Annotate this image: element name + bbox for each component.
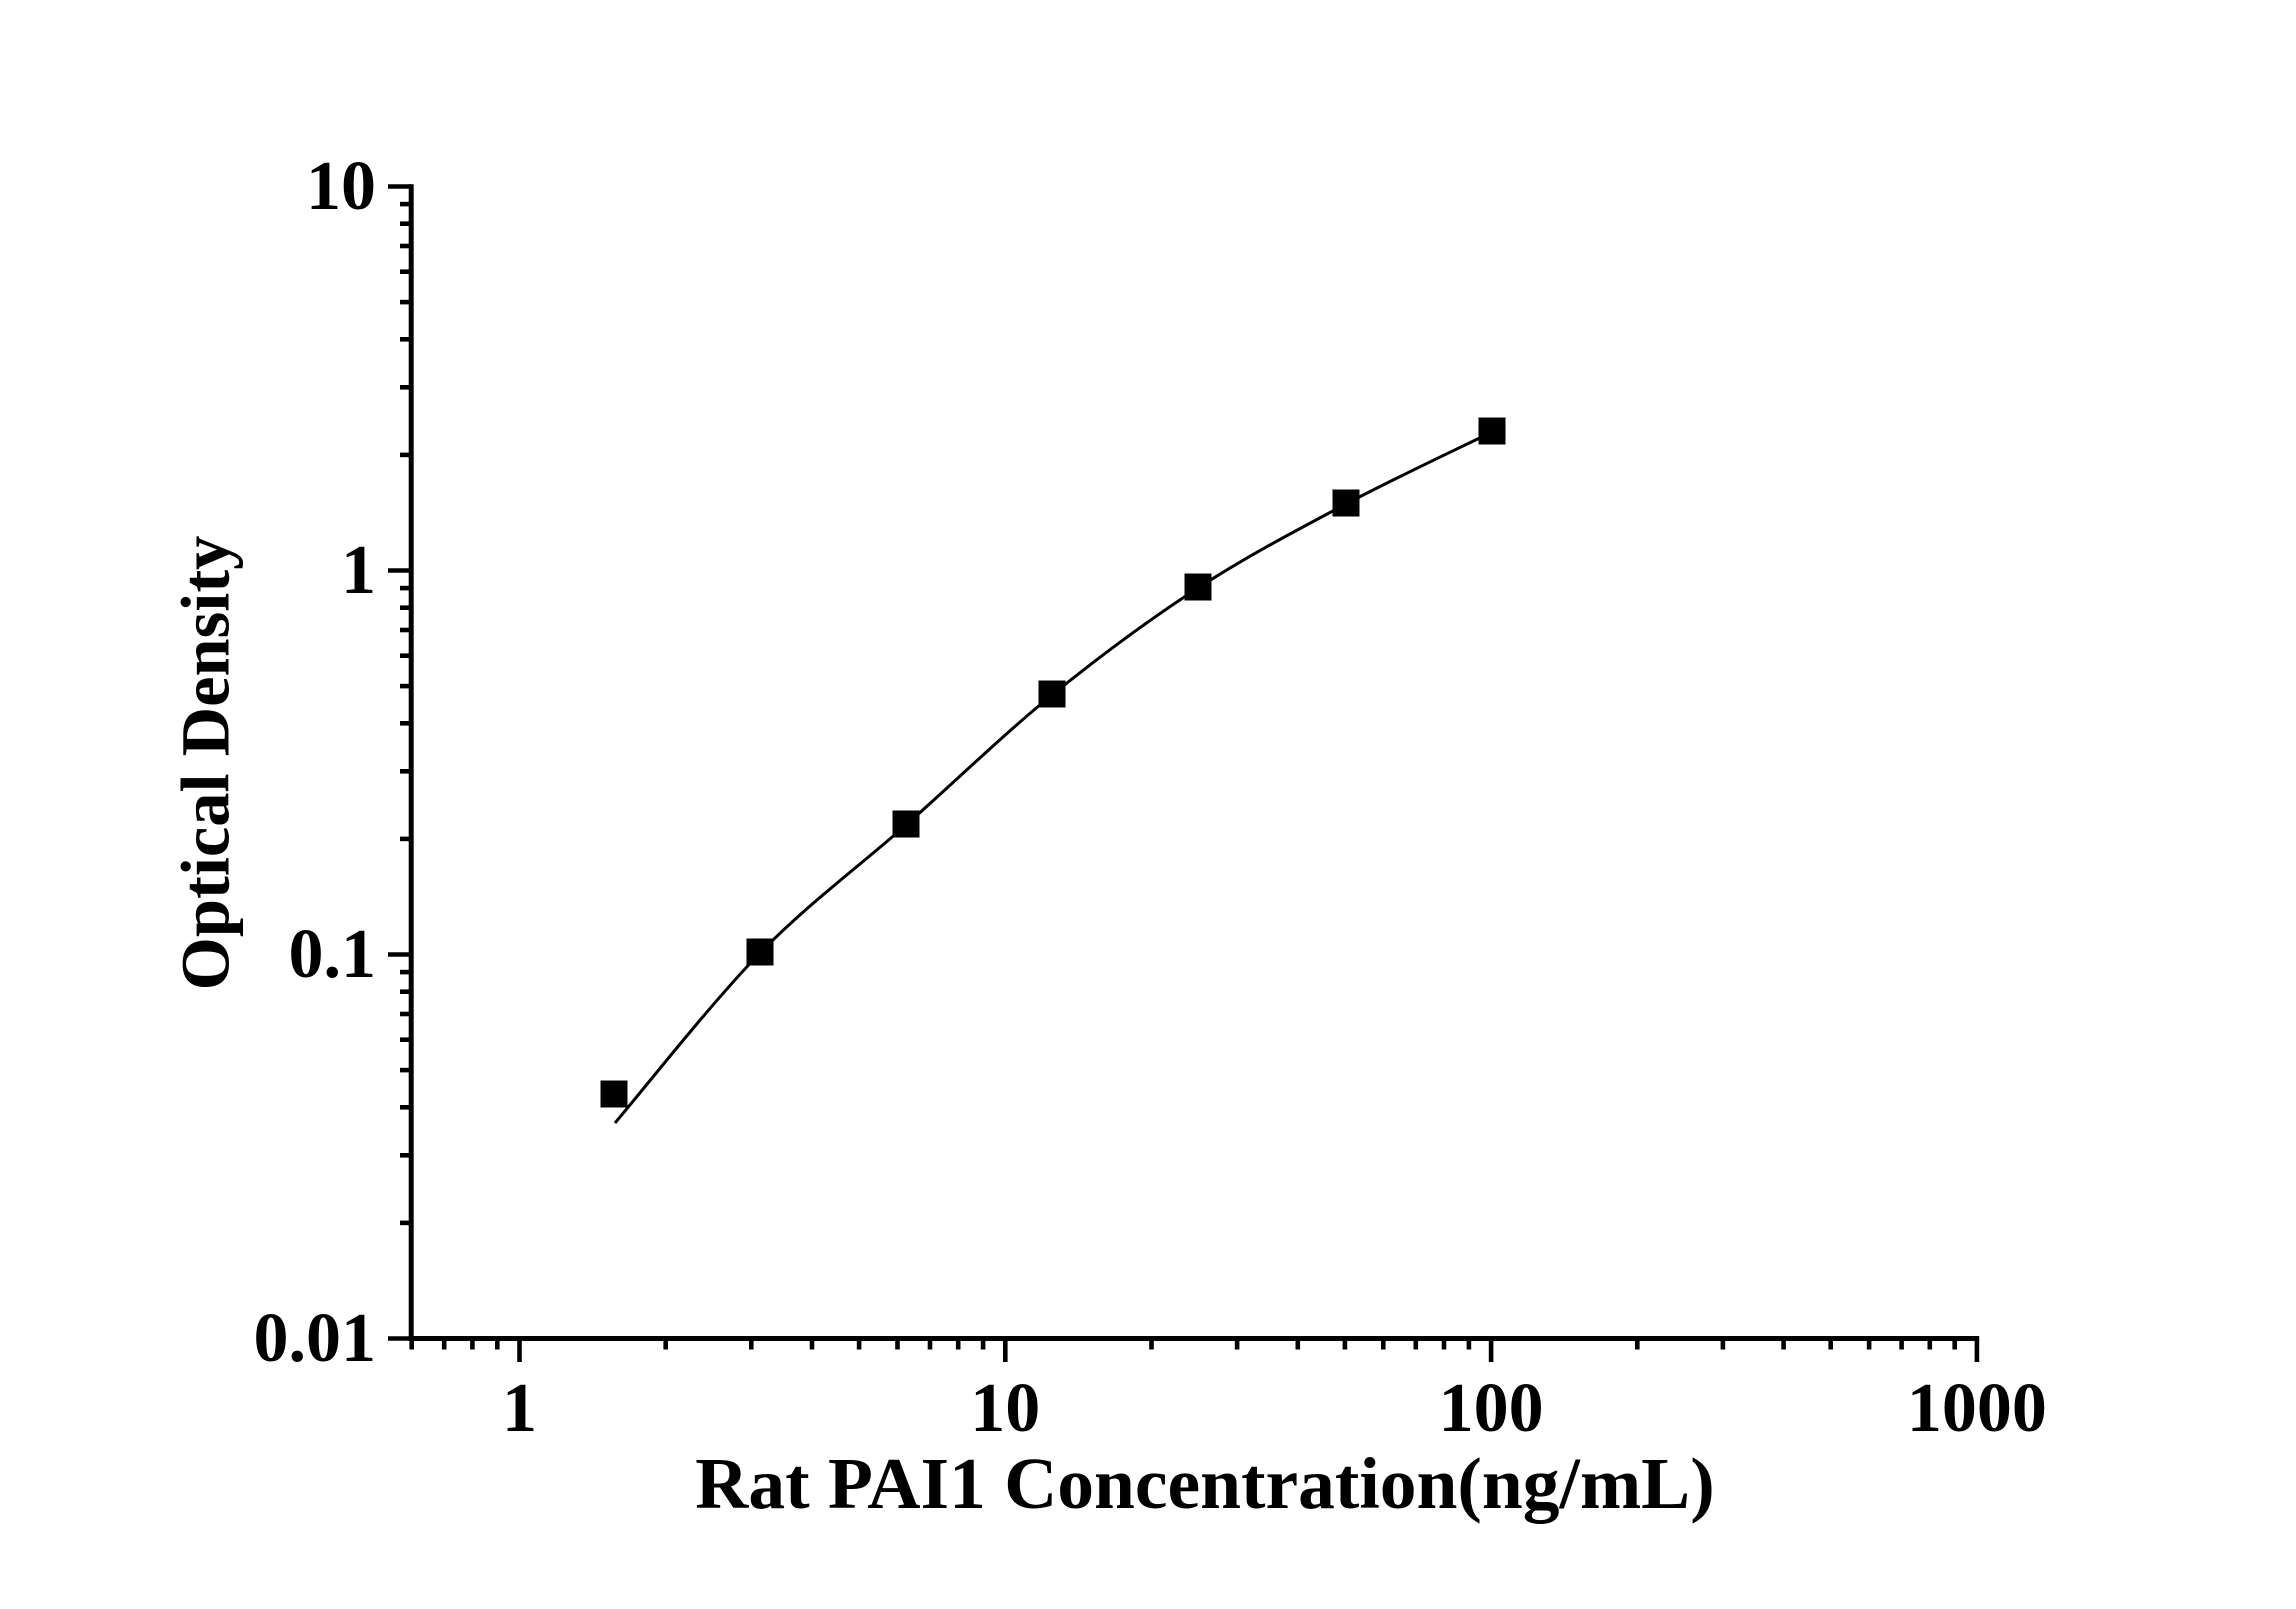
svg-text:1: 1 — [341, 532, 376, 609]
svg-text:10: 10 — [306, 148, 376, 225]
svg-text:1: 1 — [502, 1370, 537, 1447]
svg-text:0.01: 0.01 — [254, 1300, 377, 1377]
svg-text:10: 10 — [970, 1370, 1040, 1447]
svg-text:Optical Density: Optical Density — [168, 536, 244, 991]
svg-text:Rat PAI1 Concentration(ng/mL): Rat PAI1 Concentration(ng/mL) — [695, 1443, 1714, 1524]
svg-text:0.1: 0.1 — [289, 916, 377, 993]
svg-text:1000: 1000 — [1907, 1370, 2047, 1447]
svg-text:100: 100 — [1439, 1370, 1544, 1447]
